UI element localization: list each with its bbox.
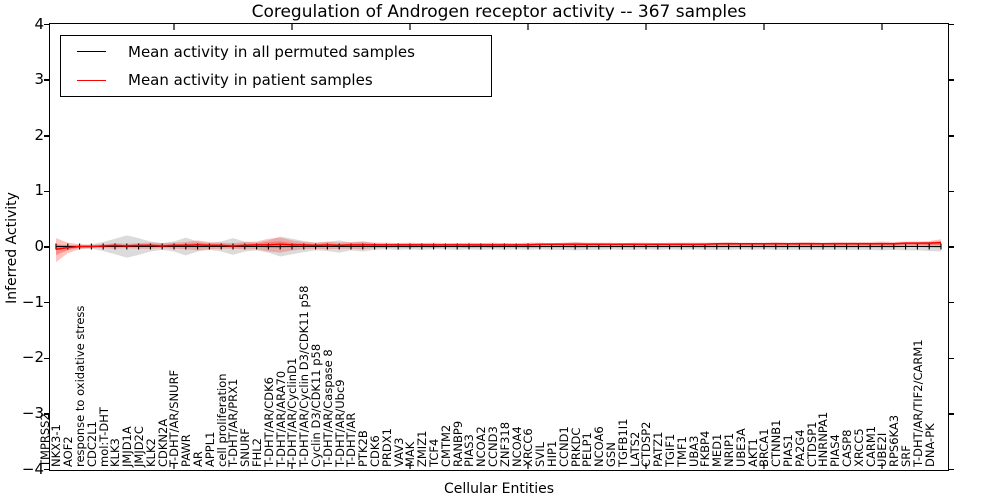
y-tick-label: −1 — [21, 292, 44, 311]
y-tick-label: −3 — [21, 403, 44, 422]
x-axis-label: Cellular Entities — [443, 481, 555, 497]
y-axis-tick-left — [44, 23, 49, 26]
patient-mean-line — [55, 241, 942, 251]
legend-line-patient-icon — [77, 79, 106, 81]
y-axis-tick-right — [949, 190, 954, 193]
permuted-point-markers — [55, 243, 942, 250]
plot-area: TMPRSS2 NKX3-1 AOF2 response to oxidative s… — [38, 23, 949, 471]
y-tick-label: 2 — [34, 125, 44, 144]
y-tick-label: 0 — [34, 237, 44, 255]
y-axis-tick-left — [44, 301, 49, 304]
y-axis-tick-left — [44, 357, 49, 359]
y-axis-tick-left — [44, 135, 49, 137]
y-tick-label: 3 — [34, 70, 44, 89]
y-axis-tick-left — [44, 468, 49, 471]
y-tick-label: 1 — [34, 181, 44, 200]
y-axis-tick-right — [949, 357, 954, 359]
y-axis-tick-right — [949, 79, 954, 81]
y-axis-tick-left — [44, 413, 49, 415]
legend-entry-patient: Mean activity in patient samples — [61, 67, 491, 93]
y-axis-tick-left — [44, 79, 49, 81]
data-layer — [55, 24, 942, 469]
y-axis-tick-right — [949, 413, 954, 415]
y-tick-label: −4 — [21, 459, 44, 478]
legend-line-permuted-icon — [77, 51, 106, 53]
y-axis-tick-left — [44, 246, 49, 248]
y-tick-label: −2 — [21, 348, 44, 367]
legend: Mean activity in all permuted samples Me… — [60, 35, 492, 97]
y-axis-tick-left — [44, 190, 49, 193]
legend-label-permuted: Mean activity in all permuted samples — [128, 42, 415, 61]
chart-title: Coregulation of Androgen receptor activi… — [251, 2, 747, 22]
y-axis-tick-right — [949, 246, 954, 248]
legend-label-patient: Mean activity in patient samples — [128, 71, 373, 90]
y-axis-tick-right — [949, 301, 954, 304]
y-axis-tick-right — [949, 135, 954, 137]
y-tick-label: 4 — [34, 14, 44, 33]
legend-entry-permuted: Mean activity in all permuted samples — [61, 39, 491, 65]
y-axis-tick-right — [949, 468, 954, 471]
y-axis-tick-right — [949, 23, 954, 26]
